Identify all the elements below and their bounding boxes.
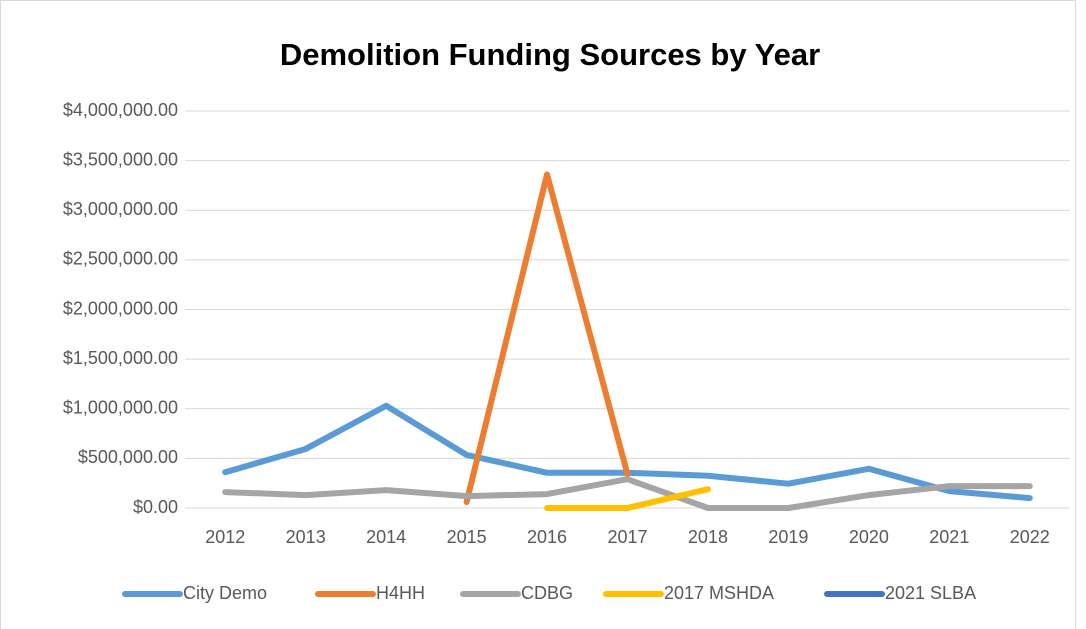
y-tick-label: $0.00 <box>133 497 178 517</box>
x-tick-label: 2019 <box>768 527 808 547</box>
legend-label: 2021 SLBA <box>885 583 976 603</box>
series-line <box>544 486 711 511</box>
legend-label: City Demo <box>183 583 267 603</box>
x-tick-label: 2016 <box>527 527 567 547</box>
x-tick-label: 2020 <box>849 527 889 547</box>
x-tick-label: 2021 <box>929 527 969 547</box>
y-tick-label: $2,000,000.00 <box>63 298 178 318</box>
y-tick-label: $4,000,000.00 <box>63 100 178 120</box>
x-tick-label: 2014 <box>366 527 406 547</box>
series-line <box>222 476 1033 511</box>
y-tick-label: $2,500,000.00 <box>63 249 178 269</box>
y-tick-label: $500,000.00 <box>78 447 178 467</box>
series-line <box>463 171 631 506</box>
y-tick-label: $1,500,000.00 <box>63 348 178 368</box>
x-tick-label: 2013 <box>286 527 326 547</box>
x-tick-label: 2022 <box>1010 527 1050 547</box>
y-tick-label: $3,000,000.00 <box>63 199 178 219</box>
legend-label: H4HH <box>376 583 425 603</box>
y-tick-label: $1,000,000.00 <box>63 398 178 418</box>
x-tick-label: 2017 <box>607 527 647 547</box>
y-tick-label: $3,500,000.00 <box>63 149 178 169</box>
chart-title: Demolition Funding Sources by Year <box>280 37 820 72</box>
x-tick-label: 2015 <box>447 527 487 547</box>
legend-label: 2017 MSHDA <box>664 583 774 603</box>
legend-label: CDBG <box>521 583 573 603</box>
x-tick-label: 2018 <box>688 527 728 547</box>
x-tick-label: 2012 <box>205 527 245 547</box>
